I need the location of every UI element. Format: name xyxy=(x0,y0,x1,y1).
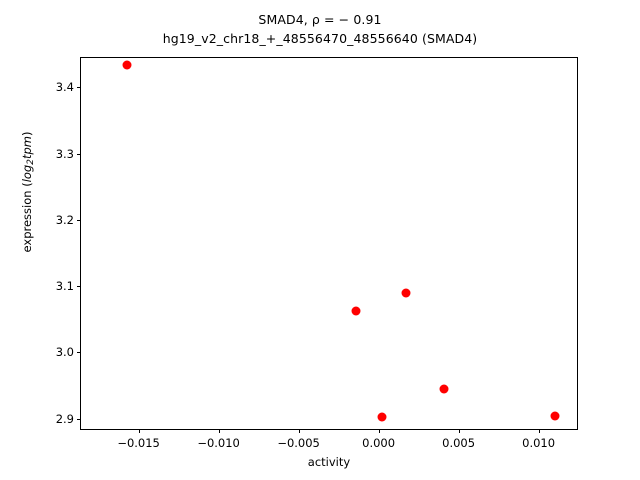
x-tick-mark xyxy=(538,429,540,433)
y-tick-mark xyxy=(77,87,81,89)
y-axis-label-subscript: 2 xyxy=(26,159,36,165)
y-axis-label-paren: ) xyxy=(20,131,34,137)
y-tick-mark xyxy=(77,286,81,288)
data-point xyxy=(439,384,449,394)
chart-title-line-2: hg19_v2_chr18_+_48556470_48556640 (SMAD4… xyxy=(162,31,478,46)
y-tick-mark xyxy=(77,352,81,354)
y-tick-mark xyxy=(77,219,81,221)
x-tick-mark xyxy=(218,429,220,433)
data-point xyxy=(351,306,361,316)
x-axis-label: activity xyxy=(307,455,351,469)
y-tick-label: 3.3 xyxy=(55,146,74,161)
y-axis-label-text: expression ( xyxy=(20,182,34,253)
data-point xyxy=(550,411,560,421)
x-tick-label: 0.010 xyxy=(522,436,556,450)
x-tick-mark xyxy=(458,429,460,433)
y-tick-label: 3.0 xyxy=(55,345,74,360)
data-point xyxy=(122,60,132,70)
data-point xyxy=(401,288,411,298)
y-tick-mark xyxy=(77,153,81,155)
plot-axes: 2.9 3.0 3.1 3.2 3.3 3.4 −0.015 −0.010 −0.005 0.0… xyxy=(56,57,578,450)
y-axis-label-tpm: tpm xyxy=(20,136,34,160)
y-axis-label-log: log xyxy=(20,164,34,183)
x-tick-mark xyxy=(298,429,300,433)
data-point xyxy=(377,412,387,422)
chart-title: SMAD4, ρ = − 0.91 hg19_v2_chr18_+_485564… xyxy=(0,10,640,48)
y-tick-mark xyxy=(77,418,81,420)
plot-data-area xyxy=(81,58,577,429)
x-tick-label: −0.005 xyxy=(277,436,320,450)
x-tick-mark xyxy=(138,429,140,433)
y-tick-label: 3.1 xyxy=(55,279,74,294)
x-tick-label: −0.015 xyxy=(117,436,160,450)
x-tick-label: 0.000 xyxy=(362,436,396,450)
x-tick-label: −0.010 xyxy=(197,436,240,450)
x-tick-label: 0.005 xyxy=(442,436,476,450)
y-tick-label: 3.2 xyxy=(55,212,74,227)
x-tick-mark xyxy=(378,429,380,433)
y-tick-label: 2.9 xyxy=(55,411,74,426)
y-tick-label: 3.4 xyxy=(55,80,74,95)
y-axis-label: expression (log2tpm) xyxy=(20,22,36,362)
chart-title-line-1: SMAD4, ρ = − 0.91 xyxy=(258,12,382,27)
